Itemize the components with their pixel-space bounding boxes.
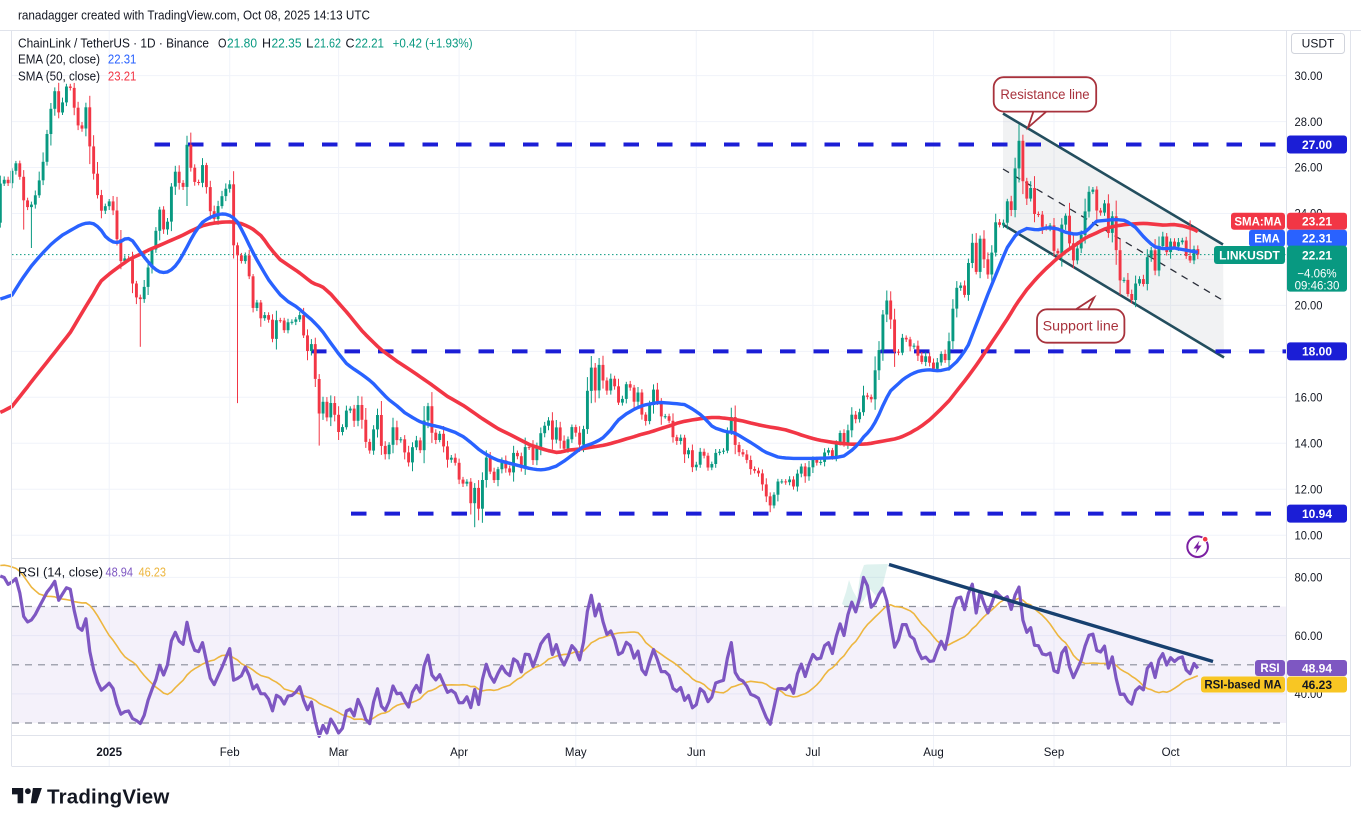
svg-text:20.00: 20.00: [1295, 301, 1323, 313]
svg-text:EMA (20, close): EMA (20, close): [18, 52, 100, 67]
svg-text:ChainLink / TetherUS · 1D · Bi: ChainLink / TetherUS · 1D · Binance: [18, 35, 209, 50]
svg-text:21.80: 21.80: [227, 35, 257, 50]
svg-text:Oct: Oct: [1162, 747, 1181, 759]
svg-text:O: O: [218, 35, 227, 50]
svg-text:16.00: 16.00: [1295, 393, 1323, 405]
svg-text:SMA (50, close): SMA (50, close): [18, 68, 100, 83]
svg-text:28.00: 28.00: [1295, 117, 1323, 129]
svg-text:26.00: 26.00: [1295, 163, 1323, 175]
svg-text:Mar: Mar: [329, 747, 349, 759]
svg-text:27.00: 27.00: [1302, 138, 1332, 152]
svg-text:Support line: Support line: [1043, 319, 1119, 334]
svg-text:Jul: Jul: [806, 747, 821, 759]
svg-text:ranadagger created with Tradin: ranadagger created with TradingView.com,…: [18, 8, 370, 23]
svg-text:22.21: 22.21: [355, 35, 384, 50]
svg-text:−4.06%: −4.06%: [1297, 269, 1336, 281]
svg-text:80.00: 80.00: [1295, 573, 1323, 585]
svg-text:09:46:30: 09:46:30: [1295, 281, 1340, 293]
svg-text:21.62: 21.62: [314, 35, 341, 50]
svg-text:TradingView: TradingView: [47, 786, 169, 809]
svg-text:Sep: Sep: [1044, 747, 1064, 759]
svg-text:22.21: 22.21: [1302, 249, 1332, 263]
svg-text:+0.42 (+1.93%): +0.42 (+1.93%): [393, 35, 473, 50]
svg-text:Aug: Aug: [923, 747, 943, 759]
svg-text:30.00: 30.00: [1295, 71, 1323, 83]
svg-text:22.31: 22.31: [108, 52, 136, 67]
svg-text:48.94: 48.94: [1302, 661, 1332, 675]
svg-text:48.94: 48.94: [106, 564, 134, 579]
svg-text:10.00: 10.00: [1295, 530, 1323, 542]
svg-text:Apr: Apr: [450, 747, 468, 759]
svg-text:23.21: 23.21: [108, 68, 136, 83]
svg-text:H: H: [262, 35, 271, 50]
svg-text:SMA:MA: SMA:MA: [1234, 216, 1281, 228]
svg-text:May: May: [565, 747, 587, 759]
svg-text:EMA: EMA: [1254, 233, 1280, 245]
svg-text:22.35: 22.35: [272, 35, 302, 50]
svg-text:USDT: USDT: [1302, 37, 1335, 51]
svg-text:Resistance line: Resistance line: [1000, 87, 1089, 102]
svg-text:18.00: 18.00: [1302, 345, 1332, 359]
svg-text:LINKUSDT: LINKUSDT: [1219, 248, 1280, 262]
svg-text:RSI-based MA: RSI-based MA: [1204, 680, 1281, 692]
svg-text:10.94: 10.94: [1302, 507, 1332, 521]
svg-text:L: L: [306, 35, 314, 50]
svg-text:2025: 2025: [96, 747, 122, 759]
svg-text:46.23: 46.23: [139, 564, 167, 579]
svg-text:22.31: 22.31: [1302, 232, 1332, 246]
svg-text:Feb: Feb: [220, 747, 240, 759]
svg-text:RSI (14, close): RSI (14, close): [18, 564, 103, 579]
svg-text:Jun: Jun: [687, 747, 706, 759]
svg-text:23.21: 23.21: [1302, 215, 1332, 229]
svg-text:RSI: RSI: [1260, 663, 1279, 675]
svg-text:14.00: 14.00: [1295, 439, 1323, 451]
svg-text:60.00: 60.00: [1295, 631, 1323, 643]
svg-text:C: C: [346, 35, 355, 50]
svg-text:12.00: 12.00: [1295, 484, 1323, 496]
svg-text:46.23: 46.23: [1302, 678, 1332, 692]
